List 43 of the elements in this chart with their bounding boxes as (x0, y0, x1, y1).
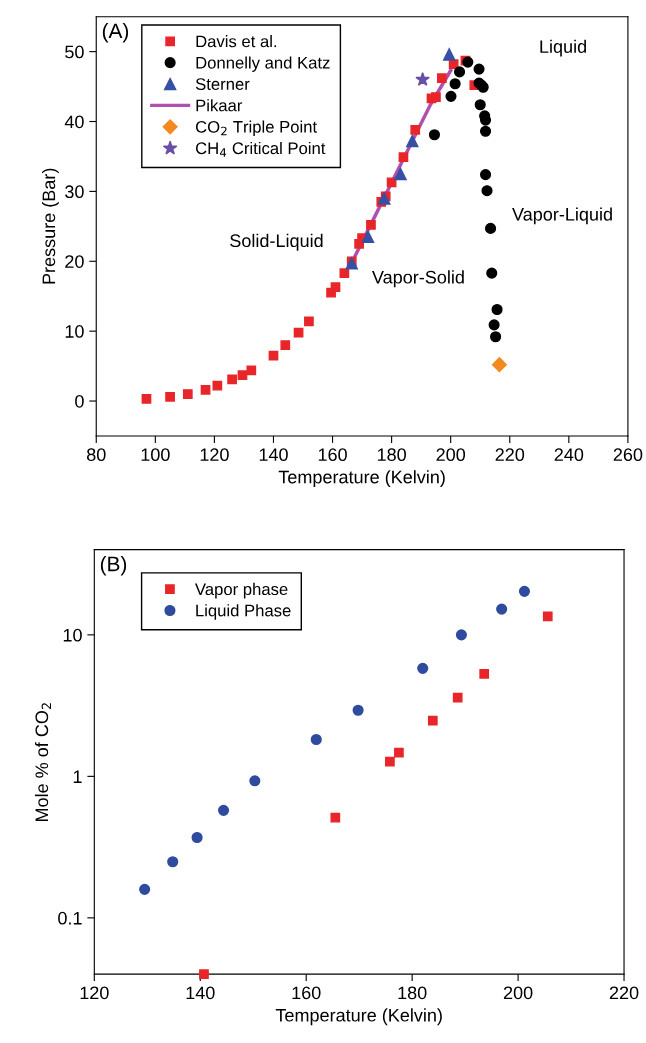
y-tick-label: 20 (65, 255, 84, 268)
y-axis-title: Mole % of CO$_{2}$ (34, 703, 51, 822)
y-axis-title: Pressure (Bar) (41, 168, 59, 284)
x-tick-label: 80 (87, 448, 106, 462)
x-tick-label: 260 (613, 448, 643, 462)
x-tick-label: 180 (398, 986, 427, 1000)
annotation: Vapor-Liquid (512, 207, 612, 225)
y-tick-label: 0 (75, 394, 84, 408)
annotation: (A) (102, 22, 129, 43)
x-tick-label: 240 (554, 448, 584, 462)
y-tick-label: 0.1 (58, 911, 82, 925)
legend-label: Liquid Phase (196, 604, 291, 620)
y-tick-label: 1 (73, 770, 82, 783)
x-tick-label: 160 (318, 448, 347, 462)
x-tick-label: 160 (292, 986, 321, 1000)
legend-label: Pikaar (196, 99, 243, 112)
legend-label: CH$_{4}$ Critical Point (195, 141, 326, 157)
legend-label: Donnelly and Katz (196, 56, 330, 72)
annotation: Vapor-Solid (372, 270, 464, 288)
x-axis-title: Temperature (Kelvin) (278, 470, 445, 487)
legend-label: Davis et al. (196, 35, 277, 48)
x-tick-label: 100 (141, 448, 170, 462)
legend-label: CO$_{2}$ Triple Point (195, 120, 317, 137)
y-tick-label: 10 (65, 325, 84, 338)
x-tick-label: 200 (436, 448, 466, 462)
y-tick-label: 10 (63, 628, 82, 642)
x-tick-label: 140 (186, 986, 215, 1000)
y-tick-label: 50 (65, 45, 84, 59)
annotation: Solid-Liquid (230, 233, 323, 251)
y-tick-label: 40 (64, 115, 84, 129)
x-tick-label: 120 (200, 448, 229, 462)
x-tick-label: 220 (609, 986, 639, 1000)
x-tick-label: 220 (495, 448, 525, 462)
legend-label: Vapor phase (195, 582, 288, 599)
x-tick-label: 120 (80, 986, 109, 1000)
annotation: (B) (100, 556, 127, 576)
annotation: Liquid (540, 39, 586, 57)
x-tick-label: 200 (503, 986, 533, 1000)
legend-label: Sterner (195, 78, 250, 90)
x-tick-label: 140 (259, 448, 288, 462)
y-tick-label: 30 (65, 185, 84, 199)
x-tick-label: 180 (377, 448, 406, 462)
x-axis-title: Temperature (Kelvin) (275, 1008, 442, 1026)
